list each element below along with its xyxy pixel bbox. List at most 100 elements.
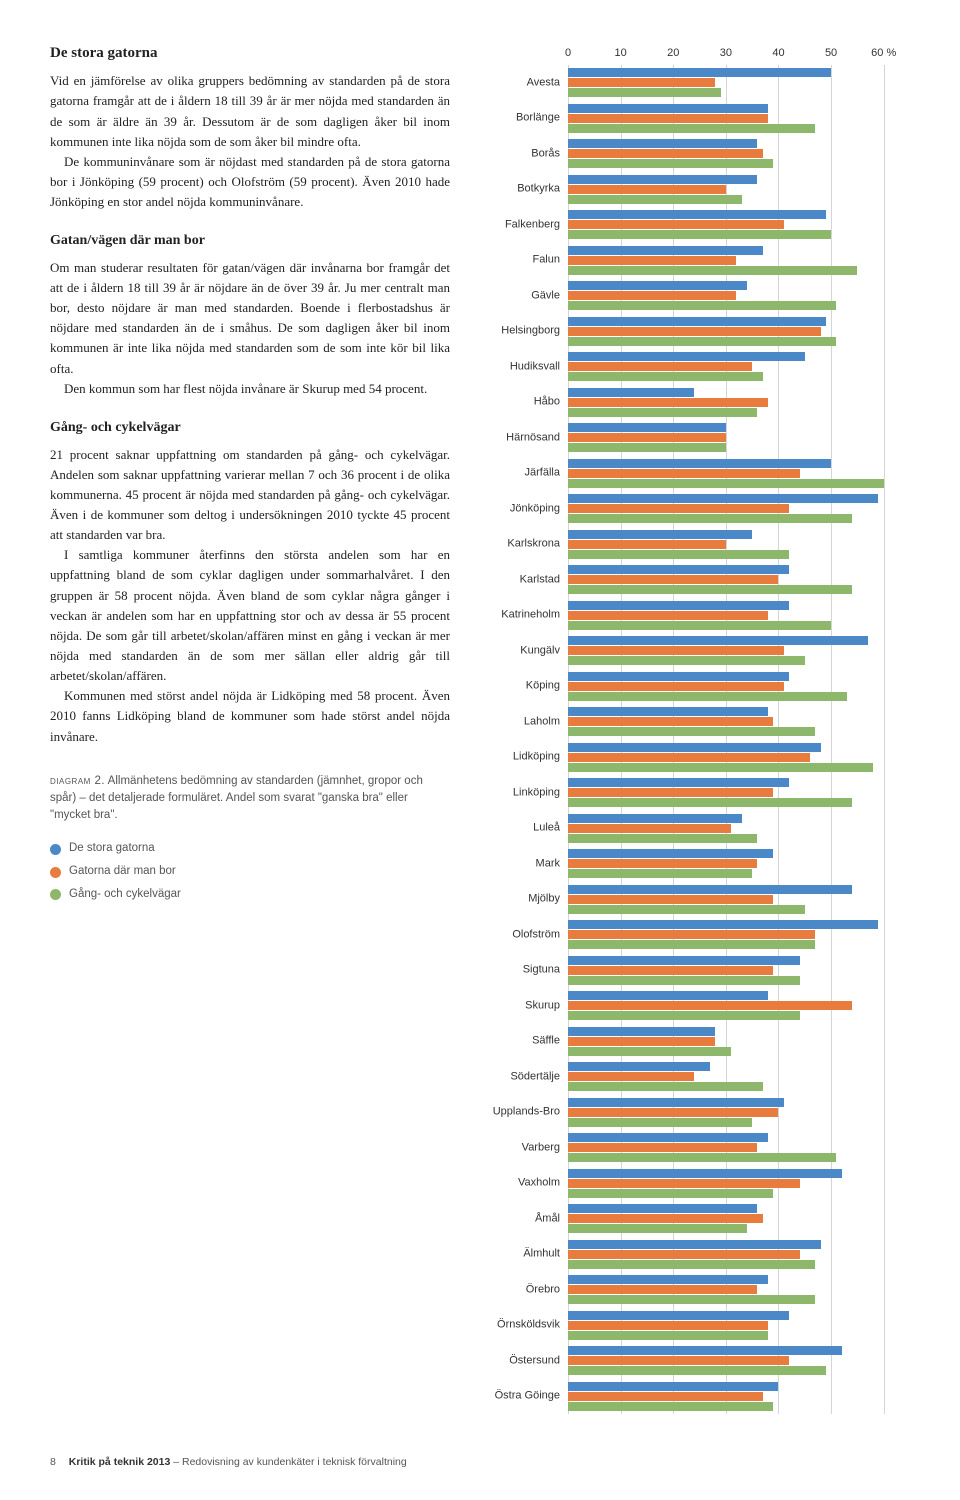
- chart-row-label: Avesta: [527, 74, 568, 91]
- chart-bar: [568, 266, 857, 275]
- chart-row-label: Östra Göinge: [495, 1388, 568, 1405]
- chart-row-label: Östersund: [509, 1352, 568, 1369]
- chart-bar: [568, 885, 852, 894]
- chart-row: Katrineholm: [568, 598, 910, 634]
- page-layout: De stora gatorna Vid en jämförelse av ol…: [50, 40, 910, 1414]
- chart-bar: [568, 636, 868, 645]
- chart-bar: [568, 692, 847, 701]
- chart-bar: [568, 753, 810, 762]
- chart-bar-group: [568, 1166, 910, 1202]
- chart-bar: [568, 1260, 815, 1269]
- chart-bar: [568, 362, 752, 371]
- chart-row-label: Olofström: [512, 926, 568, 943]
- chart-bar-group: [568, 172, 910, 208]
- chart-bar: [568, 1366, 826, 1375]
- axis-tick-label: 40: [772, 45, 784, 62]
- chart-row-label: Kungälv: [520, 642, 568, 659]
- chart-bar: [568, 550, 789, 559]
- chart-bar: [568, 1321, 768, 1330]
- chart-bar: [568, 824, 731, 833]
- chart-bar-group: [568, 846, 910, 882]
- chart-bar: [568, 849, 773, 858]
- chart-bar-group: [568, 527, 910, 563]
- chart-bar: [568, 1072, 694, 1081]
- chart-bar-group: [568, 669, 910, 705]
- chart-row-label: Borlänge: [516, 110, 568, 127]
- chart-bar: [568, 575, 778, 584]
- chart-bar-group: [568, 882, 910, 918]
- paragraph: Den kommun som har flest nöjda invånare …: [50, 379, 450, 399]
- chart-row-label: Karlskrona: [507, 536, 568, 553]
- caption-lead: diagram 2.: [50, 775, 105, 787]
- chart-bar: [568, 433, 726, 442]
- heading-bike-paths: Gång- och cykelvägar: [50, 417, 450, 439]
- chart-bar: [568, 459, 831, 468]
- chart-row-label: Katrineholm: [501, 607, 568, 624]
- chart-bar-group: [568, 420, 910, 456]
- chart-bar: [568, 479, 884, 488]
- chart-bar: [568, 1169, 842, 1178]
- chart-row: Laholm: [568, 704, 910, 740]
- chart-bar: [568, 920, 878, 929]
- axis-tick-label: 50: [825, 45, 837, 62]
- chart-bar: [568, 443, 726, 452]
- chart-bar-group: [568, 704, 910, 740]
- chart-row-label: Falkenberg: [505, 216, 568, 233]
- chart-row-label: Skurup: [525, 997, 568, 1014]
- chart-bar: [568, 317, 826, 326]
- chart-row-label: Karlstad: [520, 571, 568, 588]
- chart-row: Borlänge: [568, 101, 910, 137]
- chart-bar-group: [568, 917, 910, 953]
- legend-dot-orange: [50, 867, 61, 878]
- legend-label: Gatorna där man bor: [69, 863, 176, 881]
- chart-row: Upplands-Bro: [568, 1095, 910, 1131]
- chart-bar: [568, 1062, 710, 1071]
- chart-row: Lidköping: [568, 740, 910, 776]
- chart-bar: [568, 585, 852, 594]
- chart-row: Södertälje: [568, 1059, 910, 1095]
- chart-bar-group: [568, 811, 910, 847]
- chart-bar: [568, 398, 768, 407]
- chart-row-label: Botkyrka: [517, 181, 568, 198]
- chart-row: Borås: [568, 136, 910, 172]
- chart-bar: [568, 930, 815, 939]
- chart-row-label: Mjölby: [528, 891, 568, 908]
- chart-bar: [568, 1189, 773, 1198]
- chart-bar: [568, 940, 815, 949]
- legend-item: De stora gatorna: [50, 840, 450, 858]
- chart-row: Örebro: [568, 1272, 910, 1308]
- chart-row: Avesta: [568, 65, 910, 101]
- chart-bar: [568, 1011, 800, 1020]
- chart-body: AvestaBorlängeBoråsBotkyrkaFalkenbergFal…: [568, 65, 910, 1414]
- chart-bar: [568, 1098, 784, 1107]
- chart-bar: [568, 1311, 789, 1320]
- chart-bar: [568, 1295, 815, 1304]
- chart-bar-group: [568, 633, 910, 669]
- chart-bar: [568, 717, 773, 726]
- chart-row-label: Järfälla: [525, 465, 568, 482]
- chart-bar: [568, 1082, 763, 1091]
- chart-bar: [568, 372, 763, 381]
- chart-bar: [568, 859, 757, 868]
- legend-dot-green: [50, 889, 61, 900]
- paragraph: Vid en jämförelse av olika gruppers bedö…: [50, 71, 450, 152]
- chart-row: Jönköping: [568, 491, 910, 527]
- chart-bar: [568, 124, 815, 133]
- chart-row: Karlstad: [568, 562, 910, 598]
- chart-bar: [568, 956, 800, 965]
- legend-dot-blue: [50, 844, 61, 855]
- chart-bar: [568, 1179, 800, 1188]
- chart-row-label: Södertälje: [510, 1068, 568, 1085]
- chart-bar-group: [568, 278, 910, 314]
- chart-bar: [568, 210, 826, 219]
- caption-body: Allmänhetens bedömning av standarden (jä…: [50, 775, 423, 822]
- chart-bar: [568, 1133, 768, 1142]
- chart-bar: [568, 514, 852, 523]
- chart-bar: [568, 1346, 842, 1355]
- chart-bar: [568, 78, 715, 87]
- chart-bar: [568, 337, 836, 346]
- chart-row-label: Örnsköldsvik: [497, 1317, 568, 1334]
- chart-bar: [568, 672, 789, 681]
- chart-bar-group: [568, 562, 910, 598]
- chart-row: Mjölby: [568, 882, 910, 918]
